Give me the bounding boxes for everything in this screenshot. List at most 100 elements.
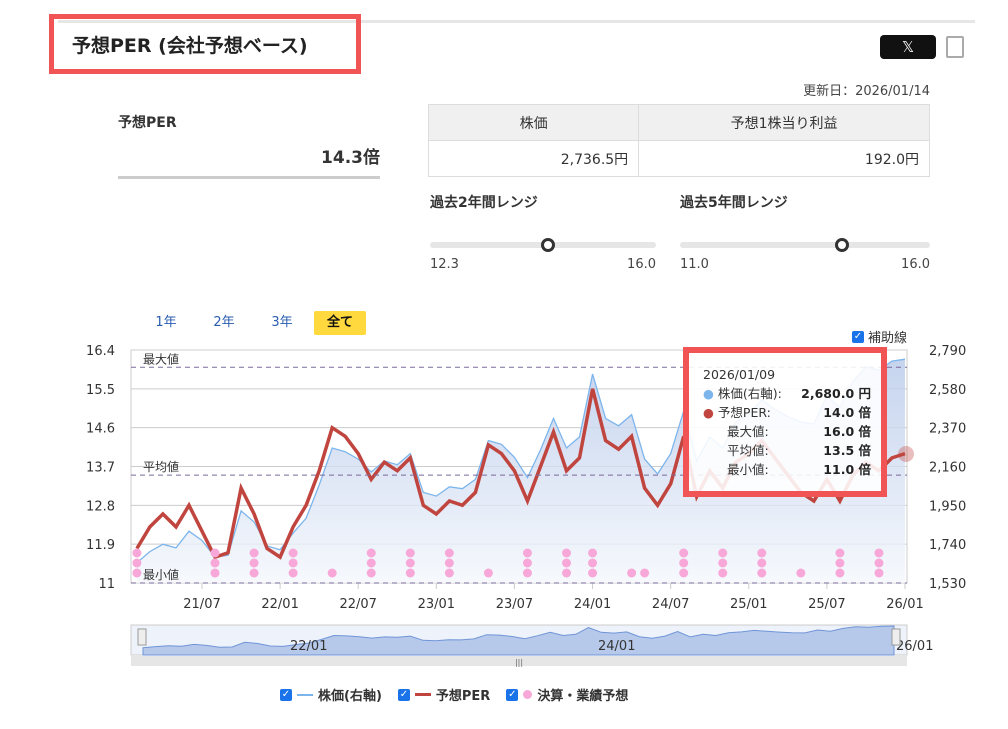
y-left-tick: 14.6 bbox=[86, 422, 115, 437]
y-right-tick: 2,580 bbox=[929, 383, 966, 398]
tooltip-label: 最小値: bbox=[727, 462, 769, 477]
event-marker bbox=[679, 558, 689, 568]
y-left-tick: 11 bbox=[98, 577, 115, 592]
tab-3y[interactable]: 3年 bbox=[271, 315, 293, 330]
event-marker bbox=[210, 548, 220, 558]
event-marker bbox=[132, 548, 142, 558]
event-marker bbox=[405, 558, 415, 568]
scrollbar[interactable] bbox=[131, 656, 907, 666]
event-marker bbox=[835, 548, 845, 558]
range-max: 16.0 bbox=[901, 257, 930, 272]
range-min: 12.3 bbox=[430, 257, 459, 272]
header-eps: 予想1株当り利益 bbox=[638, 104, 930, 141]
event-marker bbox=[835, 568, 845, 578]
checkbox-icon[interactable]: ✓ bbox=[852, 330, 864, 343]
y-left-tick: 16.4 bbox=[86, 344, 115, 359]
event-marker bbox=[562, 548, 572, 558]
range-title: 過去2年間レンジ bbox=[430, 195, 538, 211]
event-marker bbox=[588, 568, 598, 578]
tooltip-label: 平均値: bbox=[727, 443, 769, 458]
y-left-tick: 13.7 bbox=[86, 461, 115, 476]
ref-line-label: 最小値 bbox=[143, 567, 179, 582]
event-marker bbox=[679, 568, 689, 578]
legend-price[interactable]: ✓ 株価(右軸) bbox=[280, 685, 382, 704]
event-marker bbox=[366, 568, 376, 578]
x-tick-label: 21/07 bbox=[183, 597, 220, 612]
per-label: 予想PER bbox=[118, 115, 177, 131]
hover-marker bbox=[898, 446, 914, 462]
tooltip-row-min: 最小値: 11.0 倍 bbox=[703, 460, 871, 479]
event-marker bbox=[757, 568, 767, 578]
y-right-tick: 2,790 bbox=[929, 344, 966, 359]
x-tick-label: 24/07 bbox=[652, 597, 689, 612]
tooltip-label: 最大値: bbox=[727, 424, 769, 439]
tab-all[interactable]: 全て bbox=[314, 311, 366, 335]
checkbox-icon[interactable]: ✓ bbox=[280, 688, 292, 701]
navigator-handle-right[interactable] bbox=[891, 628, 901, 646]
event-marker bbox=[249, 548, 259, 558]
tab-1y[interactable]: 1年 bbox=[155, 315, 177, 330]
event-marker bbox=[679, 548, 689, 558]
event-marker bbox=[288, 548, 298, 558]
tooltip-value: 13.5 倍 bbox=[823, 443, 871, 458]
legend-events[interactable]: ✓ 決算・業績予想 bbox=[506, 685, 628, 704]
event-marker bbox=[132, 568, 142, 578]
event-marker bbox=[522, 548, 532, 558]
event-marker bbox=[757, 548, 767, 558]
range-title: 過去5年間レンジ bbox=[680, 195, 788, 211]
legend-label: 決算・業績予想 bbox=[537, 689, 629, 704]
tooltip-row-avg: 平均値: 13.5 倍 bbox=[703, 441, 871, 460]
event-marker bbox=[718, 558, 728, 568]
share-x-button[interactable]: 𝕏 bbox=[880, 35, 936, 59]
event-marker bbox=[366, 558, 376, 568]
ref-line-label: 最大値 bbox=[143, 351, 179, 366]
tab-2y[interactable]: 2年 bbox=[213, 315, 235, 330]
top-divider bbox=[58, 20, 975, 23]
aux-lines-label: 補助線 bbox=[868, 331, 908, 346]
event-marker bbox=[562, 558, 572, 568]
navigator-series bbox=[142, 625, 895, 656]
range-track bbox=[430, 238, 656, 252]
legend-per[interactable]: ✓ 予想PER bbox=[397, 685, 491, 704]
checkbox-icon[interactable]: ✓ bbox=[397, 688, 410, 701]
navigator-handle-left[interactable] bbox=[137, 628, 147, 646]
copy-icon[interactable] bbox=[946, 36, 964, 58]
event-marker bbox=[588, 558, 598, 568]
event-marker bbox=[718, 568, 728, 578]
x-tick-label: 25/01 bbox=[730, 597, 767, 612]
x-tick-label: 22/01 bbox=[261, 597, 298, 612]
event-marker bbox=[132, 558, 142, 568]
tooltip: 2026/01/09 ● 株価(右軸): 2,680.0 円 ● 予想PER: 14… bbox=[683, 347, 887, 497]
event-marker bbox=[588, 548, 598, 558]
tooltip-label: 株価(右軸): bbox=[717, 386, 782, 401]
event-marker bbox=[444, 558, 454, 568]
aux-lines-toggle[interactable]: ✓ 補助線 bbox=[852, 327, 907, 346]
event-marker bbox=[405, 568, 415, 578]
range-max: 16.0 bbox=[627, 257, 656, 272]
event-marker bbox=[796, 568, 806, 578]
event-marker bbox=[288, 568, 298, 578]
page-title: 予想PER (会社予想ベース) bbox=[49, 14, 361, 74]
tooltip-value: 2,680.0 円 bbox=[801, 386, 871, 401]
x-tick-label: 25/07 bbox=[808, 597, 845, 612]
y-right-tick: 2,370 bbox=[929, 422, 966, 437]
event-marker bbox=[522, 558, 532, 568]
range-marker bbox=[835, 238, 849, 252]
event-marker bbox=[210, 568, 220, 578]
tooltip-value: 16.0 倍 bbox=[823, 424, 871, 439]
event-marker bbox=[835, 558, 845, 568]
value-eps: 192.0円 bbox=[638, 140, 930, 177]
range-marker bbox=[541, 238, 555, 252]
legend-label: 株価(右軸) bbox=[318, 689, 382, 704]
y-left-tick: 12.8 bbox=[86, 499, 115, 514]
event-marker bbox=[249, 558, 259, 568]
tooltip-row-per: ● 予想PER: 14.0 倍 bbox=[703, 405, 871, 420]
scrollbar-grip: ||| bbox=[515, 658, 523, 667]
y-right-tick: 1,530 bbox=[929, 577, 966, 592]
legend-label: 予想PER bbox=[435, 689, 491, 704]
y-left-tick: 11.9 bbox=[86, 538, 115, 553]
header-price: 株価 bbox=[427, 104, 640, 141]
x-tick-label: 22/07 bbox=[339, 597, 376, 612]
checkbox-icon[interactable]: ✓ bbox=[506, 688, 519, 701]
updated-date: 更新日：2026/01/14 bbox=[803, 84, 930, 99]
